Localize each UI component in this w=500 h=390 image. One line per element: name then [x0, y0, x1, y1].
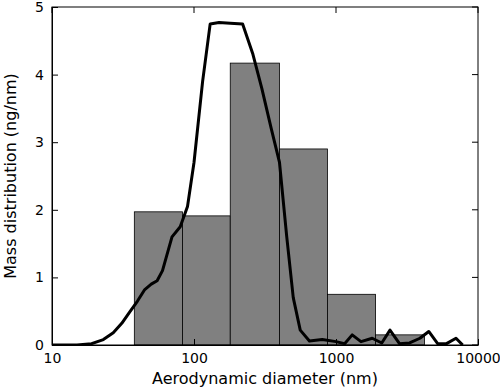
x-axis-line — [53, 345, 479, 346]
y-tick: 2 — [35, 202, 58, 218]
y-tick: 1 — [35, 269, 58, 285]
y-tick-label: 4 — [35, 67, 44, 83]
y-axis-line — [52, 8, 53, 346]
y-tick: 5 — [35, 0, 58, 15]
y-axis-title: Mass distribution (ng/nm) — [1, 73, 20, 279]
x-tick-mark — [478, 7, 479, 13]
x-tick: 1000 — [319, 339, 355, 366]
y-tick-label: 2 — [35, 202, 44, 218]
x-tick-mark — [194, 339, 195, 345]
y-tick-mark — [52, 142, 58, 143]
y-tick-mark — [52, 75, 58, 76]
x-tick: 10000 — [456, 339, 500, 366]
y-tick-mark — [472, 345, 478, 346]
y-tick-mark — [52, 277, 58, 278]
top-ticks — [52, 7, 478, 13]
x-tick-mark — [52, 7, 53, 13]
y-tick-mark — [52, 210, 58, 211]
x-tick-mark — [194, 7, 195, 13]
x-tick-label: 10 — [44, 350, 62, 366]
plot-frame — [52, 7, 478, 345]
y-axis: 0 1 2 3 4 5 — [35, 0, 58, 353]
y-tick-label: 3 — [35, 134, 44, 150]
x-tick-label: 1000 — [319, 350, 355, 366]
x-tick-mark — [478, 339, 479, 345]
line-series — [52, 23, 463, 345]
y-tick-mark — [472, 7, 478, 8]
x-tick-mark — [336, 7, 337, 13]
x-tick-label: 10000 — [456, 350, 500, 366]
y-tick-mark — [472, 209, 478, 210]
y-tick-label: 5 — [35, 0, 44, 15]
marks — [52, 23, 463, 345]
histogram-bar — [230, 63, 279, 345]
y-tick-mark — [52, 7, 58, 8]
right-ticks — [472, 7, 478, 345]
y-tick-label: 1 — [35, 269, 44, 285]
x-tick-mark — [336, 339, 337, 345]
y-tick-mark — [472, 74, 478, 75]
histogram-bar — [183, 216, 231, 345]
y-tick: 4 — [35, 67, 58, 83]
y-tick: 3 — [35, 134, 58, 150]
y-tick-mark — [472, 277, 478, 278]
plot-area: 10 100 1000 10000 0 1 2 3 4 5 — [35, 0, 500, 366]
x-tick-label: 100 — [181, 350, 208, 366]
y-tick-mark — [472, 142, 478, 143]
x-axis-title: Aerodynamic diameter (nm) — [152, 369, 378, 388]
y-tick-label: 0 — [35, 337, 44, 353]
x-axis: 10 100 1000 10000 — [44, 339, 500, 366]
chart: 10 100 1000 10000 0 1 2 3 4 5 Aerodynamic diameter… — [0, 0, 500, 390]
x-tick: 100 — [181, 339, 208, 366]
y-tick: 0 — [35, 337, 58, 353]
y-tick-mark — [52, 345, 58, 346]
